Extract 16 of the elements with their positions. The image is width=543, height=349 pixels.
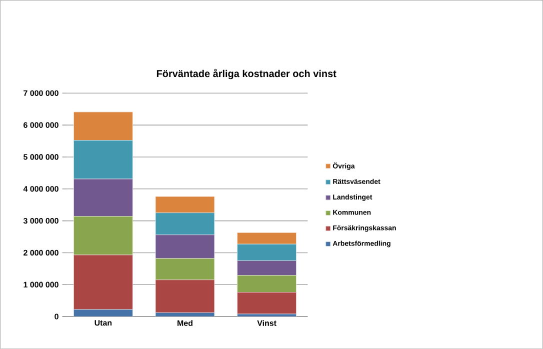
- bar: [237, 244, 297, 262]
- bar: [155, 258, 215, 280]
- chart-title: Förväntade årliga kostnader och vinst: [156, 68, 336, 80]
- bar: [73, 254, 133, 310]
- bar: [155, 212, 215, 236]
- bar: [73, 178, 133, 217]
- bar: [237, 292, 297, 314]
- bar: [237, 232, 297, 244]
- bar: [73, 216, 133, 256]
- bar: [73, 112, 133, 141]
- bar: [237, 260, 297, 276]
- bar: [237, 275, 297, 293]
- bar: [155, 280, 215, 314]
- bar: [155, 196, 215, 214]
- bar: [73, 140, 133, 180]
- bar: [155, 234, 215, 259]
